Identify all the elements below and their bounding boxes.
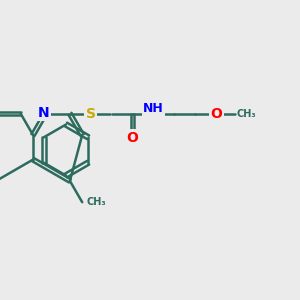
Text: CH₃: CH₃: [87, 197, 106, 207]
Text: CH₃: CH₃: [236, 109, 256, 119]
Text: O: O: [210, 107, 222, 121]
Text: O: O: [127, 130, 139, 145]
Text: N: N: [38, 106, 50, 120]
Text: NH: NH: [143, 102, 164, 115]
Text: S: S: [86, 107, 96, 121]
